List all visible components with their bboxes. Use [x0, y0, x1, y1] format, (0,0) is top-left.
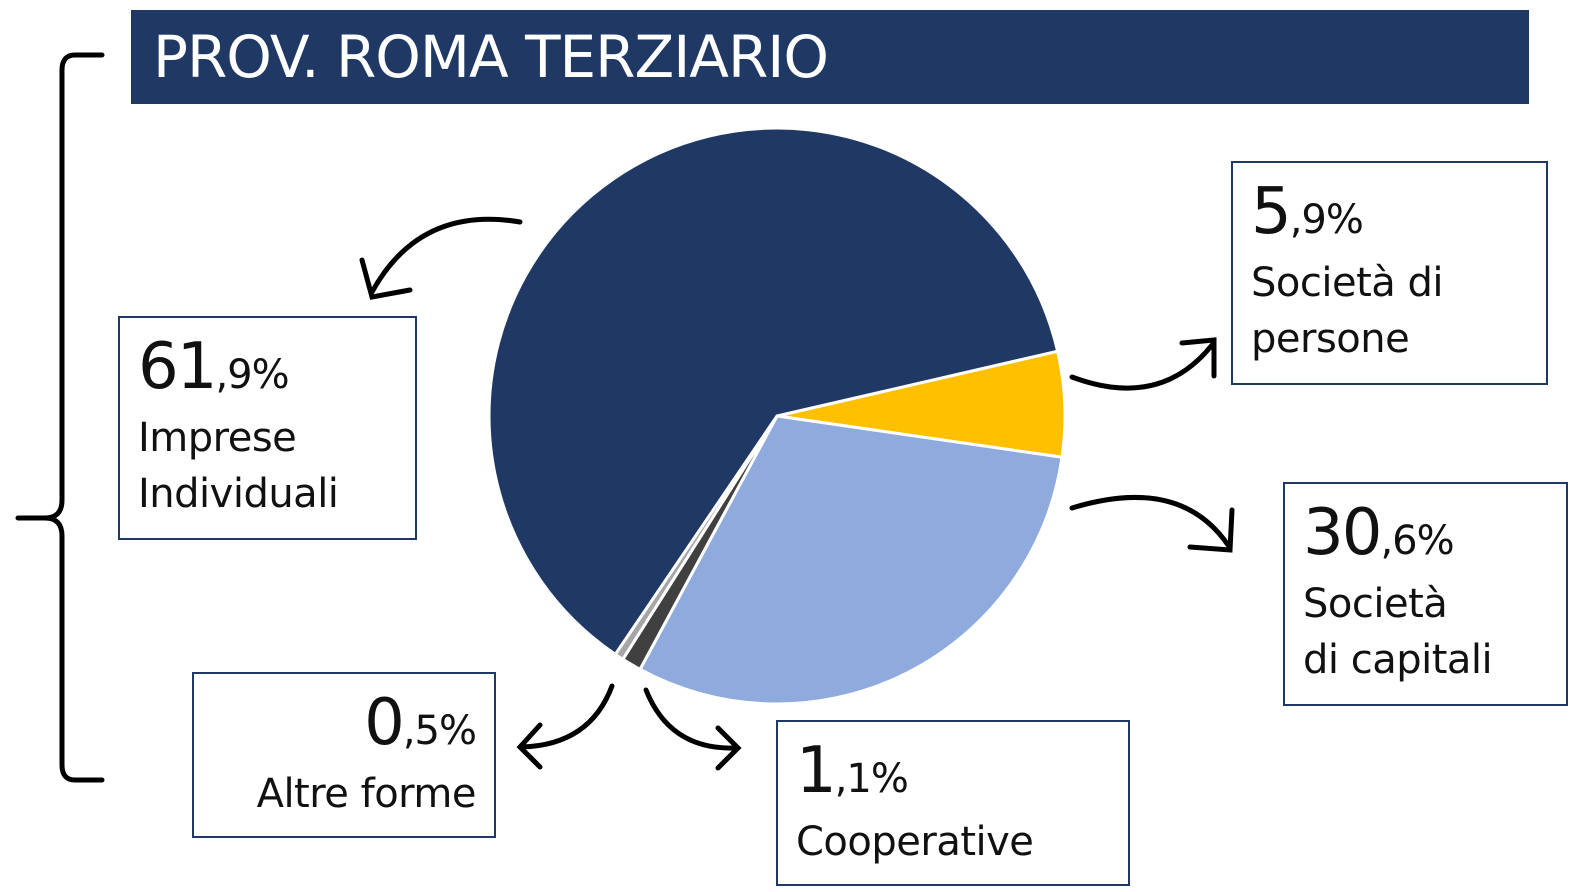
arrow-head — [1187, 507, 1235, 553]
value-label: 61,9% — [138, 330, 290, 404]
arrow-head — [715, 725, 742, 771]
value-label: 5,9% — [1251, 175, 1364, 249]
brace — [15, 52, 105, 783]
callout-box: 30,6% Società di capitali — [1283, 482, 1568, 706]
arrow — [369, 216, 523, 295]
category-label: Cooperative — [796, 819, 1034, 865]
callout-box: 0,5% Altre forme — [192, 672, 496, 838]
pie-slice — [487, 126, 1060, 657]
value-label: 1,1% — [796, 734, 909, 808]
pie — [487, 126, 1067, 706]
arrow-head — [359, 257, 413, 300]
value-label: 0,5% — [364, 686, 477, 760]
callout-box: 61,9% Imprese Individuali — [118, 316, 417, 540]
arrow — [519, 683, 615, 750]
category-label: Società di persone — [1251, 260, 1444, 362]
decor — [15, 52, 1235, 783]
arrow — [1179, 337, 1217, 379]
category-label: Società di capitali — [1303, 581, 1493, 683]
value-label: 30,6% — [1303, 496, 1455, 570]
callout-box: 5,9% Società di persone — [1231, 161, 1548, 385]
arrow — [643, 687, 738, 751]
category-label: Imprese Individuali — [138, 415, 339, 517]
chart-title: PROV. ROMA TERZIARIO — [131, 10, 1529, 104]
arrow — [1069, 342, 1215, 391]
callout-box: 1,1% Cooperative — [776, 720, 1130, 886]
arrow — [1069, 495, 1231, 548]
pie-slice — [637, 414, 1064, 706]
arrow-head — [516, 722, 543, 770]
category-label: Altre forme — [256, 771, 477, 817]
